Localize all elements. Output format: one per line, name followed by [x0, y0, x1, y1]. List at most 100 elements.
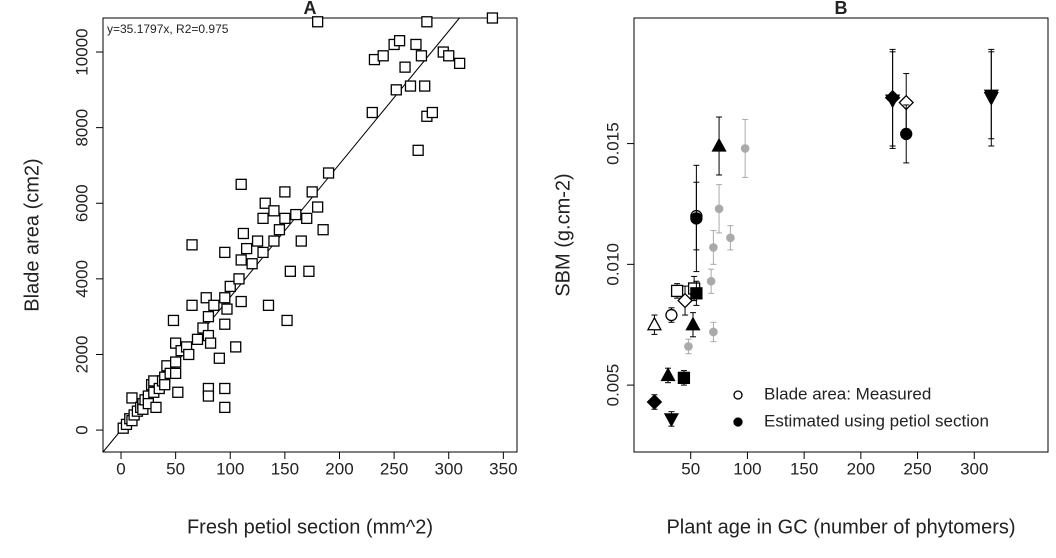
marker — [221, 303, 233, 315]
x-axis-title: Plant age in GC (number of phytomers) — [666, 516, 1015, 538]
marker — [235, 254, 247, 266]
marker — [684, 342, 693, 351]
x-tick-label: 150 — [271, 459, 299, 478]
marker — [251, 235, 264, 247]
marker — [204, 337, 217, 349]
x-tick-label: 100 — [733, 459, 761, 478]
marker — [740, 144, 750, 153]
marker — [219, 401, 231, 414]
legend-marker — [733, 390, 743, 400]
marker — [262, 299, 275, 311]
marker — [690, 212, 703, 225]
marker — [268, 205, 280, 217]
marker — [706, 276, 716, 286]
marker — [284, 265, 296, 277]
panel-title: A — [304, 0, 317, 18]
marker — [726, 233, 735, 243]
y-axis-title: Blade area (cm2) — [21, 158, 43, 311]
y-tick-label: 0 — [72, 425, 91, 434]
marker — [186, 299, 198, 311]
x-tick-label: 0 — [116, 459, 125, 478]
marker — [224, 280, 236, 293]
marker — [404, 80, 417, 92]
marker — [235, 178, 247, 190]
x-tick-label: 50 — [166, 459, 185, 478]
marker — [219, 318, 231, 330]
marker — [219, 292, 231, 304]
marker — [219, 382, 231, 395]
x-tick-label: 350 — [489, 459, 517, 478]
y-axis-title: SBM (g.cm-2) — [552, 173, 574, 296]
x-tick-label: 200 — [325, 459, 353, 478]
marker — [202, 311, 215, 323]
marker — [709, 243, 718, 252]
marker — [884, 89, 901, 106]
marker — [169, 367, 182, 380]
x-tick-label: 300 — [435, 459, 463, 478]
y-tick-label: 10000 — [72, 28, 91, 75]
y-tick-label: 0.015 — [603, 122, 622, 165]
marker — [246, 258, 258, 270]
x-tick-label: 250 — [380, 459, 408, 478]
marker — [900, 127, 913, 141]
marker — [208, 299, 220, 311]
marker — [390, 84, 402, 96]
marker — [983, 89, 999, 104]
marker — [257, 246, 269, 259]
marker — [279, 212, 291, 225]
x-tick-label: 300 — [960, 459, 988, 478]
marker — [186, 239, 198, 251]
marker — [317, 224, 329, 236]
y-tick-label: 6000 — [72, 184, 91, 222]
marker — [303, 265, 315, 277]
legend-label: Blade area: Measured — [764, 384, 931, 403]
marker — [301, 212, 313, 225]
marker — [191, 333, 204, 345]
marker — [295, 235, 307, 247]
y-tick-label: 0.005 — [603, 364, 622, 407]
marker — [240, 242, 253, 255]
marker — [233, 273, 245, 285]
marker — [366, 106, 378, 119]
plot-frame — [102, 17, 518, 453]
legend-label: Estimated using petiol section — [764, 411, 989, 430]
marker — [399, 61, 411, 73]
marker — [663, 413, 679, 428]
y-tick-label: 4000 — [72, 260, 91, 298]
y-tick-label: 2000 — [72, 336, 91, 374]
marker — [714, 204, 724, 214]
marker — [213, 352, 225, 364]
x-tick-label: 50 — [681, 459, 700, 478]
y-tick-label: 0.010 — [603, 243, 622, 286]
marker — [230, 341, 242, 353]
marker — [259, 197, 271, 209]
marker — [685, 316, 701, 331]
marker — [646, 394, 663, 410]
marker — [281, 314, 293, 327]
marker — [268, 235, 280, 247]
marker — [454, 57, 466, 70]
x-tick-label: 100 — [216, 459, 244, 478]
marker — [183, 348, 195, 361]
plot-frame — [633, 17, 1049, 453]
panel-title: B — [835, 0, 848, 18]
marker — [677, 292, 693, 309]
marker — [235, 295, 247, 308]
y-tick-label: 8000 — [72, 109, 91, 147]
marker — [322, 167, 335, 179]
marker — [169, 356, 182, 368]
marker — [279, 186, 291, 198]
marker — [711, 137, 727, 152]
marker — [486, 12, 499, 24]
marker — [690, 287, 703, 300]
marker — [670, 284, 684, 298]
marker — [709, 327, 718, 337]
marker — [290, 208, 302, 221]
x-axis-title: Fresh petiol section (mm^2) — [187, 516, 433, 538]
marker — [237, 227, 250, 240]
marker — [646, 316, 662, 331]
marker — [412, 144, 424, 156]
marker — [159, 379, 171, 391]
